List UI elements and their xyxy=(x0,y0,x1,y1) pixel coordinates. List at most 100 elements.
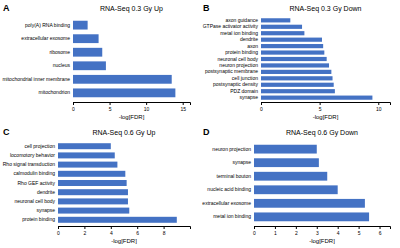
y-tick-label: locomotory behavior xyxy=(10,152,55,158)
y-axis: cell projectionlocomotory behaviorRho si… xyxy=(3,143,56,223)
y-tick-label: neuronal cell body xyxy=(14,198,55,204)
bar xyxy=(58,162,117,168)
y-tick-label: neuron projection xyxy=(219,62,258,68)
y-tick: metal ion binding xyxy=(213,213,251,219)
y-tick: extracellular exosome xyxy=(202,200,251,206)
x-tick: 0 xyxy=(253,226,256,236)
y-tick: dendrite xyxy=(37,189,55,195)
x-tick-label: 3 xyxy=(316,230,319,236)
bar xyxy=(58,189,128,195)
x-tick-mark xyxy=(146,102,147,105)
panel-letter: C xyxy=(3,127,10,137)
y-tick-label: extracellular exosome xyxy=(21,35,70,41)
bar xyxy=(73,88,175,97)
panel: 0510axon guidanceGTPase activator activi… xyxy=(203,3,391,120)
y-tick: neuron projection xyxy=(219,62,258,68)
x-tick: 2 xyxy=(84,226,87,236)
y-tick-label: terminal bouton xyxy=(217,173,252,179)
x-axis-line xyxy=(262,103,391,106)
y-tick-label: Rho GEF activity xyxy=(17,180,55,186)
x-tick: 4 xyxy=(337,226,340,236)
x-tick-label: 10 xyxy=(144,106,150,112)
x-axis: 02468 xyxy=(57,226,190,236)
bar xyxy=(261,96,372,100)
x-tick: 6 xyxy=(379,226,382,236)
x-axis-title: -log[FDR] xyxy=(119,114,145,120)
title: RNA-Seq 0.6 Gy Up xyxy=(92,129,155,137)
y-tick-label: metal ion binding xyxy=(220,30,258,36)
y-tick: poly(A) RNA binding xyxy=(25,22,70,28)
bars xyxy=(58,143,177,223)
y-tick: postsynaptic membrane xyxy=(205,68,258,74)
bar xyxy=(58,208,129,214)
x-tick: 5 xyxy=(319,102,322,112)
bar xyxy=(58,152,115,158)
x-tick: 0 xyxy=(72,102,75,112)
y-tick: GTPase activator activity xyxy=(203,23,259,29)
panel: 0123456neuron projectionsynapseterminal … xyxy=(202,127,390,244)
y-tick-label: PDZ domain xyxy=(230,88,258,94)
y-tick-label: metal ion binding xyxy=(213,213,251,219)
x-tick-label: 6 xyxy=(379,230,382,236)
bar xyxy=(73,48,102,57)
x-tick: 4 xyxy=(110,226,113,236)
bar xyxy=(261,70,331,74)
bar xyxy=(254,158,319,167)
bar xyxy=(261,76,333,80)
x-tick-mark xyxy=(378,102,379,105)
x-tick-label: 5 xyxy=(319,106,322,112)
title: RNA-Seq 0.3 Gy Up xyxy=(100,5,163,13)
panel-letter: B xyxy=(203,3,210,13)
chart-svg: 051015poly(A) RNA bindingextracellular e… xyxy=(0,0,400,248)
y-tick-label: calmodulin binding xyxy=(14,170,56,176)
bar xyxy=(58,217,177,223)
x-axis-title: -log[FDR] xyxy=(111,238,137,244)
x-tick-mark xyxy=(296,226,297,229)
y-tick-label: mitochondrion xyxy=(39,89,71,95)
x-tick: 5 xyxy=(109,102,112,112)
bar xyxy=(73,21,88,30)
y-tick-label: neuron projection xyxy=(212,146,251,152)
y-tick-label: GTPase activator activity xyxy=(203,23,259,29)
y-tick-label: Rho signal transduction xyxy=(3,161,55,167)
y-tick-label: protein binding xyxy=(22,216,55,222)
y-tick-label: axon xyxy=(247,43,258,49)
y-tick: mitochondrial inner membrane xyxy=(2,76,70,82)
y-tick: neuronal cell body xyxy=(217,56,258,62)
y-tick: terminal bouton xyxy=(217,173,252,179)
x-axis: 0123456 xyxy=(253,226,390,236)
bar xyxy=(254,199,365,208)
bar xyxy=(261,50,324,54)
y-tick-label: synapse xyxy=(36,207,55,213)
x-tick-label: 8 xyxy=(163,230,166,236)
bar xyxy=(261,18,290,22)
bars xyxy=(254,145,369,222)
y-tick: synapse xyxy=(36,207,55,213)
y-tick: nucleus xyxy=(53,62,71,68)
x-tick-label: 0 xyxy=(72,106,75,112)
bar xyxy=(261,57,327,61)
x-tick-mark xyxy=(110,102,111,105)
y-tick-label: postsynaptic density xyxy=(213,81,259,87)
x-tick-mark xyxy=(84,226,85,229)
x-tick-label: 5 xyxy=(358,230,361,236)
y-tick: protein binding xyxy=(22,216,55,222)
x-tick-mark xyxy=(338,226,339,229)
x-tick: 1 xyxy=(274,226,277,236)
title: RNA-Seq 0.6 Gy Down xyxy=(286,129,358,137)
bar xyxy=(261,31,304,35)
x-tick: 10 xyxy=(376,102,382,112)
x-tick-label: 4 xyxy=(110,230,113,236)
x-tick-mark xyxy=(275,226,276,229)
x-tick-label: 15 xyxy=(180,106,186,112)
chart-container: 051015poly(A) RNA bindingextracellular e… xyxy=(0,0,400,248)
y-tick: axon guidance xyxy=(225,17,258,23)
y-tick: neuron projection xyxy=(212,146,251,152)
y-tick: cell junction xyxy=(232,75,258,81)
bar xyxy=(254,185,338,194)
x-tick: 15 xyxy=(180,102,186,112)
y-tick: protein binding xyxy=(225,49,258,55)
y-tick: dendrite xyxy=(240,36,258,42)
bar xyxy=(261,63,329,67)
x-axis-title: -log[FDR] xyxy=(309,238,335,244)
